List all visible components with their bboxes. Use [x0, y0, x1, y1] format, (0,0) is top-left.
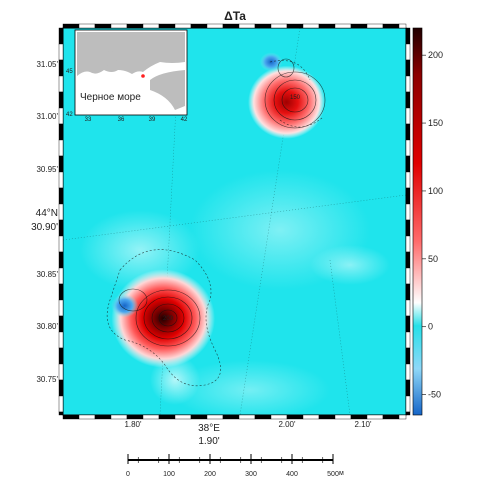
anomaly-negative-2 — [111, 294, 139, 318]
contour-label-peak: 200 — [163, 316, 174, 322]
x-center-deg: 38°E — [198, 423, 220, 434]
inset-land — [77, 32, 185, 76]
y-axis: 31.05' 31.00' 30.95' 44°N 30.90' 30.85' … — [31, 60, 58, 384]
scale-tick-label: 400 — [286, 471, 298, 478]
scale-tick-label: 200 — [204, 471, 216, 478]
inset-lat-tick: 45 — [66, 69, 73, 75]
y-center-deg: 44°N — [36, 208, 58, 219]
anomaly-positive-0 — [111, 269, 216, 368]
chart-title: ΔTa — [224, 9, 246, 23]
scale-tick-label: 300 — [245, 471, 257, 478]
inset-map: Черное море 45 42 33 36 39 42 — [66, 29, 188, 123]
y-tick-label: 31.05' — [36, 60, 58, 69]
y-tick-label: 30.75' — [36, 375, 58, 384]
colorbar-tick-label: 200 — [428, 50, 443, 60]
scale-tick-label: 500 — [327, 471, 339, 478]
scale-tick-label: 100 — [163, 471, 175, 478]
y-tick-label: 30.85' — [36, 270, 58, 279]
inset-location-marker — [141, 74, 145, 78]
colorbar-tick-label: -50 — [428, 390, 441, 400]
contour-label-north: 150 — [290, 95, 301, 101]
x-center-min: 1.90' — [198, 436, 219, 447]
y-tick-label: 30.80' — [36, 322, 58, 331]
inset-lon-tick: 36 — [118, 117, 125, 123]
scale-bar: 0 100 200 300 400 500 м — [126, 454, 344, 478]
colorbar-tick-label: 50 — [428, 254, 438, 264]
inset-lon-tick: 39 — [149, 117, 156, 123]
contour-lines — [106, 58, 326, 387]
scale-unit: м — [339, 470, 344, 477]
x-tick-label: 1.80' — [124, 420, 142, 429]
y-center-min: 30.90' — [31, 222, 58, 233]
colorbar-tick-label: 0 — [428, 322, 433, 332]
x-axis: 1.80' 38°E 1.90' 2.00' 2.10' — [124, 420, 372, 447]
x-tick-label: 2.00' — [278, 420, 296, 429]
inset-lon-tick: 42 — [181, 117, 188, 123]
map-field — [63, 28, 406, 415]
colorbar-tick-label: 100 — [428, 186, 443, 196]
frame-border — [58, 23, 411, 420]
inset-label: Черное море — [80, 92, 141, 103]
y-tick-label: 31.00' — [36, 112, 58, 121]
scale-tick-label: 0 — [126, 471, 130, 478]
colorbar: 200 150 100 50 0 -50 — [412, 27, 443, 416]
inset-lat-tick: 42 — [66, 112, 73, 118]
inset-lon-tick: 33 — [85, 117, 92, 123]
x-tick-label: 2.10' — [354, 420, 372, 429]
y-tick-label: 30.95' — [36, 165, 58, 174]
anomaly-positive-1 — [248, 65, 326, 139]
colorbar-tick-label: 150 — [428, 118, 443, 128]
